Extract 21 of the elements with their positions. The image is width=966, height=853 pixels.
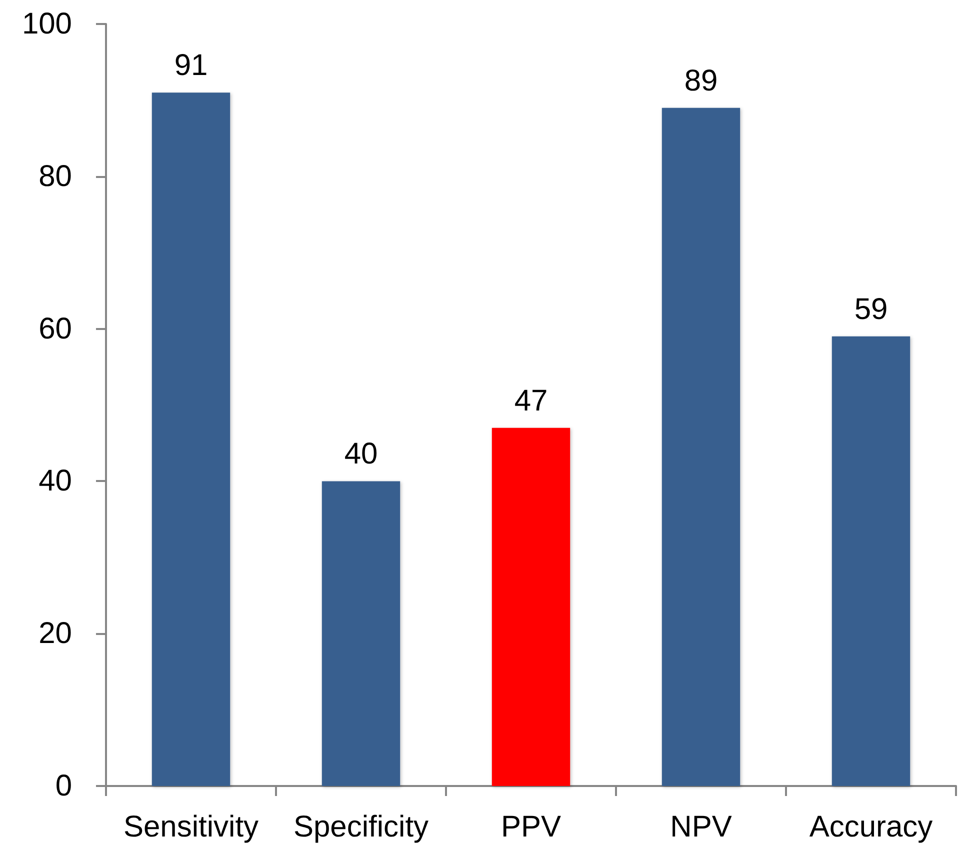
data-label: 40 xyxy=(344,438,378,471)
bar xyxy=(492,428,570,786)
y-tick-label: 60 xyxy=(38,312,72,346)
y-tick-label: 100 xyxy=(22,8,72,40)
x-tick-label: PPV xyxy=(500,810,562,844)
data-label: 89 xyxy=(684,64,718,98)
x-tick-label: Specificity xyxy=(293,810,429,844)
bar xyxy=(832,336,910,786)
y-tick-label: 20 xyxy=(38,617,72,650)
bar xyxy=(322,481,400,786)
y-tick-label: 0 xyxy=(55,770,72,802)
bar xyxy=(152,92,230,786)
y-tick-label: 80 xyxy=(38,160,72,193)
bar xyxy=(662,108,740,786)
y-tick-label: 40 xyxy=(38,464,72,498)
data-label: 91 xyxy=(174,49,208,82)
data-label: 47 xyxy=(514,384,548,418)
x-tick-label: Accuracy xyxy=(809,810,933,844)
data-label: 59 xyxy=(854,292,888,326)
x-tick-label: NPV xyxy=(670,810,732,844)
x-tick-label: Sensitivity xyxy=(123,810,259,844)
